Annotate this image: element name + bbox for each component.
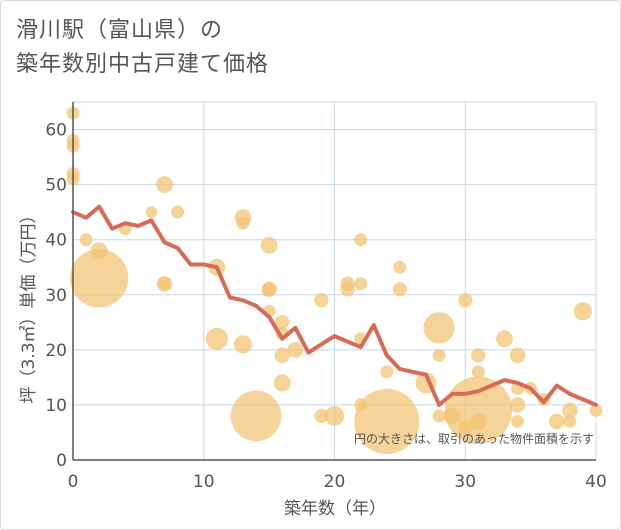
data-bubble <box>79 233 93 247</box>
data-bubble <box>496 330 513 348</box>
data-bubble <box>233 335 253 354</box>
y-tick-label: 0 <box>56 451 67 471</box>
data-bubble <box>589 403 603 417</box>
data-bubble <box>260 236 278 254</box>
data-bubble <box>432 409 446 423</box>
data-bubble <box>314 293 329 308</box>
data-bubble <box>275 315 290 330</box>
y-tick-label: 30 <box>45 286 67 306</box>
data-bubble <box>230 390 282 442</box>
data-bubble <box>171 205 185 219</box>
data-bubble <box>548 413 565 430</box>
x-tick-label: 20 <box>324 472 346 492</box>
data-bubble <box>392 282 408 297</box>
y-axis-label: 坪（3.3㎡）単価（万円） <box>19 206 39 403</box>
data-bubble <box>511 414 525 428</box>
data-bubble <box>273 374 291 392</box>
data-bubble <box>314 408 329 424</box>
data-bubble <box>432 348 446 362</box>
data-bubble <box>423 312 455 344</box>
y-tick-label: 20 <box>45 341 67 361</box>
data-bubble <box>469 412 487 430</box>
data-bubble <box>563 414 577 428</box>
data-bubble <box>562 402 578 419</box>
data-bubble <box>380 365 394 379</box>
page-title: 滑川駅（富山県）の 築年数別中古戸建て価格 <box>16 14 269 82</box>
title-line-2: 築年数別中古戸建て価格 <box>16 52 270 77</box>
data-bubble <box>509 397 526 413</box>
average-price-line <box>71 204 598 407</box>
data-bubble <box>274 347 291 364</box>
data-bubble <box>262 282 276 296</box>
data-bubble <box>354 277 368 291</box>
data-bubble <box>324 406 345 426</box>
x-tick-label: 40 <box>585 472 607 492</box>
data-bubble <box>145 206 158 219</box>
y-tick-label: 10 <box>45 396 67 416</box>
x-tick-label: 10 <box>193 472 215 492</box>
data-bubble <box>205 327 228 350</box>
chart-grid <box>73 101 597 460</box>
trend-line-layer <box>71 204 598 407</box>
chart-axes: 0 10 20 30 40 0 10 20 30 40 50 60 <box>45 102 607 492</box>
size-note: 円の大きさは、取引のあった物件面積を示す <box>354 431 594 446</box>
x-tick-label: 0 <box>68 472 79 492</box>
x-axis-label: 築年数（年） <box>284 499 386 519</box>
data-bubble <box>471 348 486 363</box>
y-tick-label: 60 <box>45 121 67 141</box>
data-bubble <box>458 293 473 308</box>
x-tick-label: 30 <box>454 472 476 492</box>
title-line-1: 滑川駅（富山県）の <box>16 18 224 43</box>
data-bubble <box>471 365 485 379</box>
y-tick-label: 50 <box>45 176 67 196</box>
data-bubble <box>287 342 304 358</box>
data-bubble <box>573 302 593 321</box>
y-tick-label: 40 <box>45 231 67 251</box>
data-bubble <box>340 282 355 297</box>
data-bubble <box>354 233 368 247</box>
data-bubble <box>156 176 173 194</box>
data-bubble <box>236 216 250 230</box>
data-bubble <box>393 260 407 274</box>
data-bubble <box>509 347 526 364</box>
data-bubble <box>158 277 172 291</box>
data-bubble <box>69 248 129 308</box>
data-bubble <box>354 388 420 454</box>
